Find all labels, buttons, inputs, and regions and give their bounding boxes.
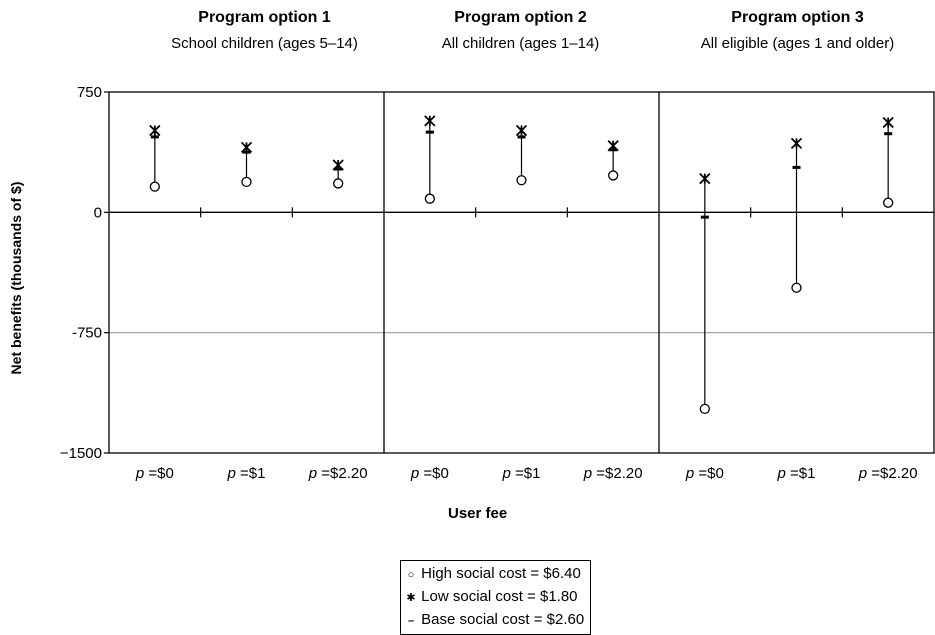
panel-2-title: Program option 2: [454, 9, 587, 26]
panel-3-subtitle: All eligible (ages 1 and older): [700, 35, 895, 52]
circle-marker-icon: ○: [407, 569, 415, 581]
base-cost-marker-0-0: [150, 135, 159, 139]
legend-label-low: Low social cost = $1.80: [421, 588, 578, 605]
high-cost-marker-2-2: [883, 197, 894, 208]
x-tick-label-1-1: p =$1: [502, 465, 541, 482]
low-cost-marker-1-2: [607, 140, 619, 152]
x-axis-label: User fee: [448, 505, 508, 522]
legend-label-base: Base social cost = $2.60: [421, 611, 585, 628]
base-cost-marker-1-0: [425, 130, 434, 134]
y-axis-label: Net benefits (thousands of $): [8, 181, 24, 374]
high-cost-marker-2-1: [791, 282, 802, 293]
y-tick-label-3: −1500: [60, 445, 102, 462]
chart-plot: 750 0 -750 −1500 p =$0 p =$1 p =$2.20 p =$0 p =$…: [60, 84, 935, 482]
legend-item-base: – Base social cost = $2.60: [405, 609, 584, 632]
x-tick-label-2-1: p =$1: [777, 465, 816, 482]
low-cost-marker-0-2: [332, 159, 344, 171]
low-cost-marker-1-0: [424, 115, 436, 127]
high-cost-marker-1-0: [424, 193, 435, 204]
y-tick-label-2: -750: [72, 325, 102, 342]
x-tick-label-2-0: p =$0: [685, 465, 724, 482]
asterisk-marker-icon: ✱: [406, 592, 416, 604]
x-tick-label-0-1: p =$1: [227, 465, 266, 482]
x-tick-label-0-2: p =$2.20: [308, 465, 368, 482]
base-cost-marker-2-0: [700, 215, 709, 219]
panel-1-title: Program option 1: [198, 9, 331, 26]
high-cost-marker-0-1: [241, 176, 252, 187]
legend-item-low: ✱ Low social cost = $1.80: [405, 586, 584, 609]
low-cost-marker-1-1: [515, 124, 528, 137]
low-cost-marker-0-0: [149, 124, 161, 137]
y-axis-label-container: Net benefits (thousands of $): [4, 100, 28, 455]
dash-marker-icon: –: [407, 615, 415, 627]
legend: ○ High social cost = $6.40 ✱ Low social …: [400, 560, 592, 635]
legend-label-high: High social cost = $6.40: [421, 565, 581, 582]
x-tick-label-1-0: p =$0: [410, 465, 449, 482]
low-cost-marker-2-1: [790, 137, 803, 149]
panel-2-subtitle: All children (ages 1–14): [441, 35, 600, 52]
legend-item-high: ○ High social cost = $6.40: [405, 563, 584, 586]
plot-frame: [108, 91, 935, 454]
low-cost-marker-2-0: [699, 173, 711, 185]
y-tick-label-0: 750: [77, 84, 102, 101]
high-cost-marker-0-0: [149, 181, 160, 192]
high-cost-marker-0-2: [333, 178, 344, 189]
base-cost-marker-2-2: [884, 132, 893, 136]
panel-1-subtitle: School children (ages 5–14): [171, 35, 358, 52]
base-cost-marker-1-1: [517, 135, 526, 139]
low-cost-marker-0-1: [240, 141, 253, 153]
y-tick-label-1: 0: [94, 204, 102, 221]
high-cost-marker-1-1: [516, 175, 527, 186]
base-cost-marker-2-1: [792, 165, 801, 169]
low-cost-marker-2-2: [882, 116, 894, 129]
panel-3-title: Program option 3: [731, 9, 864, 26]
x-tick-label-0-0: p =$0: [135, 465, 174, 482]
high-cost-marker-2-0: [699, 403, 710, 415]
x-tick-label-1-2: p =$2.20: [583, 465, 643, 482]
x-tick-label-2-2: p =$2.20: [858, 465, 918, 482]
high-cost-marker-1-2: [608, 170, 619, 181]
